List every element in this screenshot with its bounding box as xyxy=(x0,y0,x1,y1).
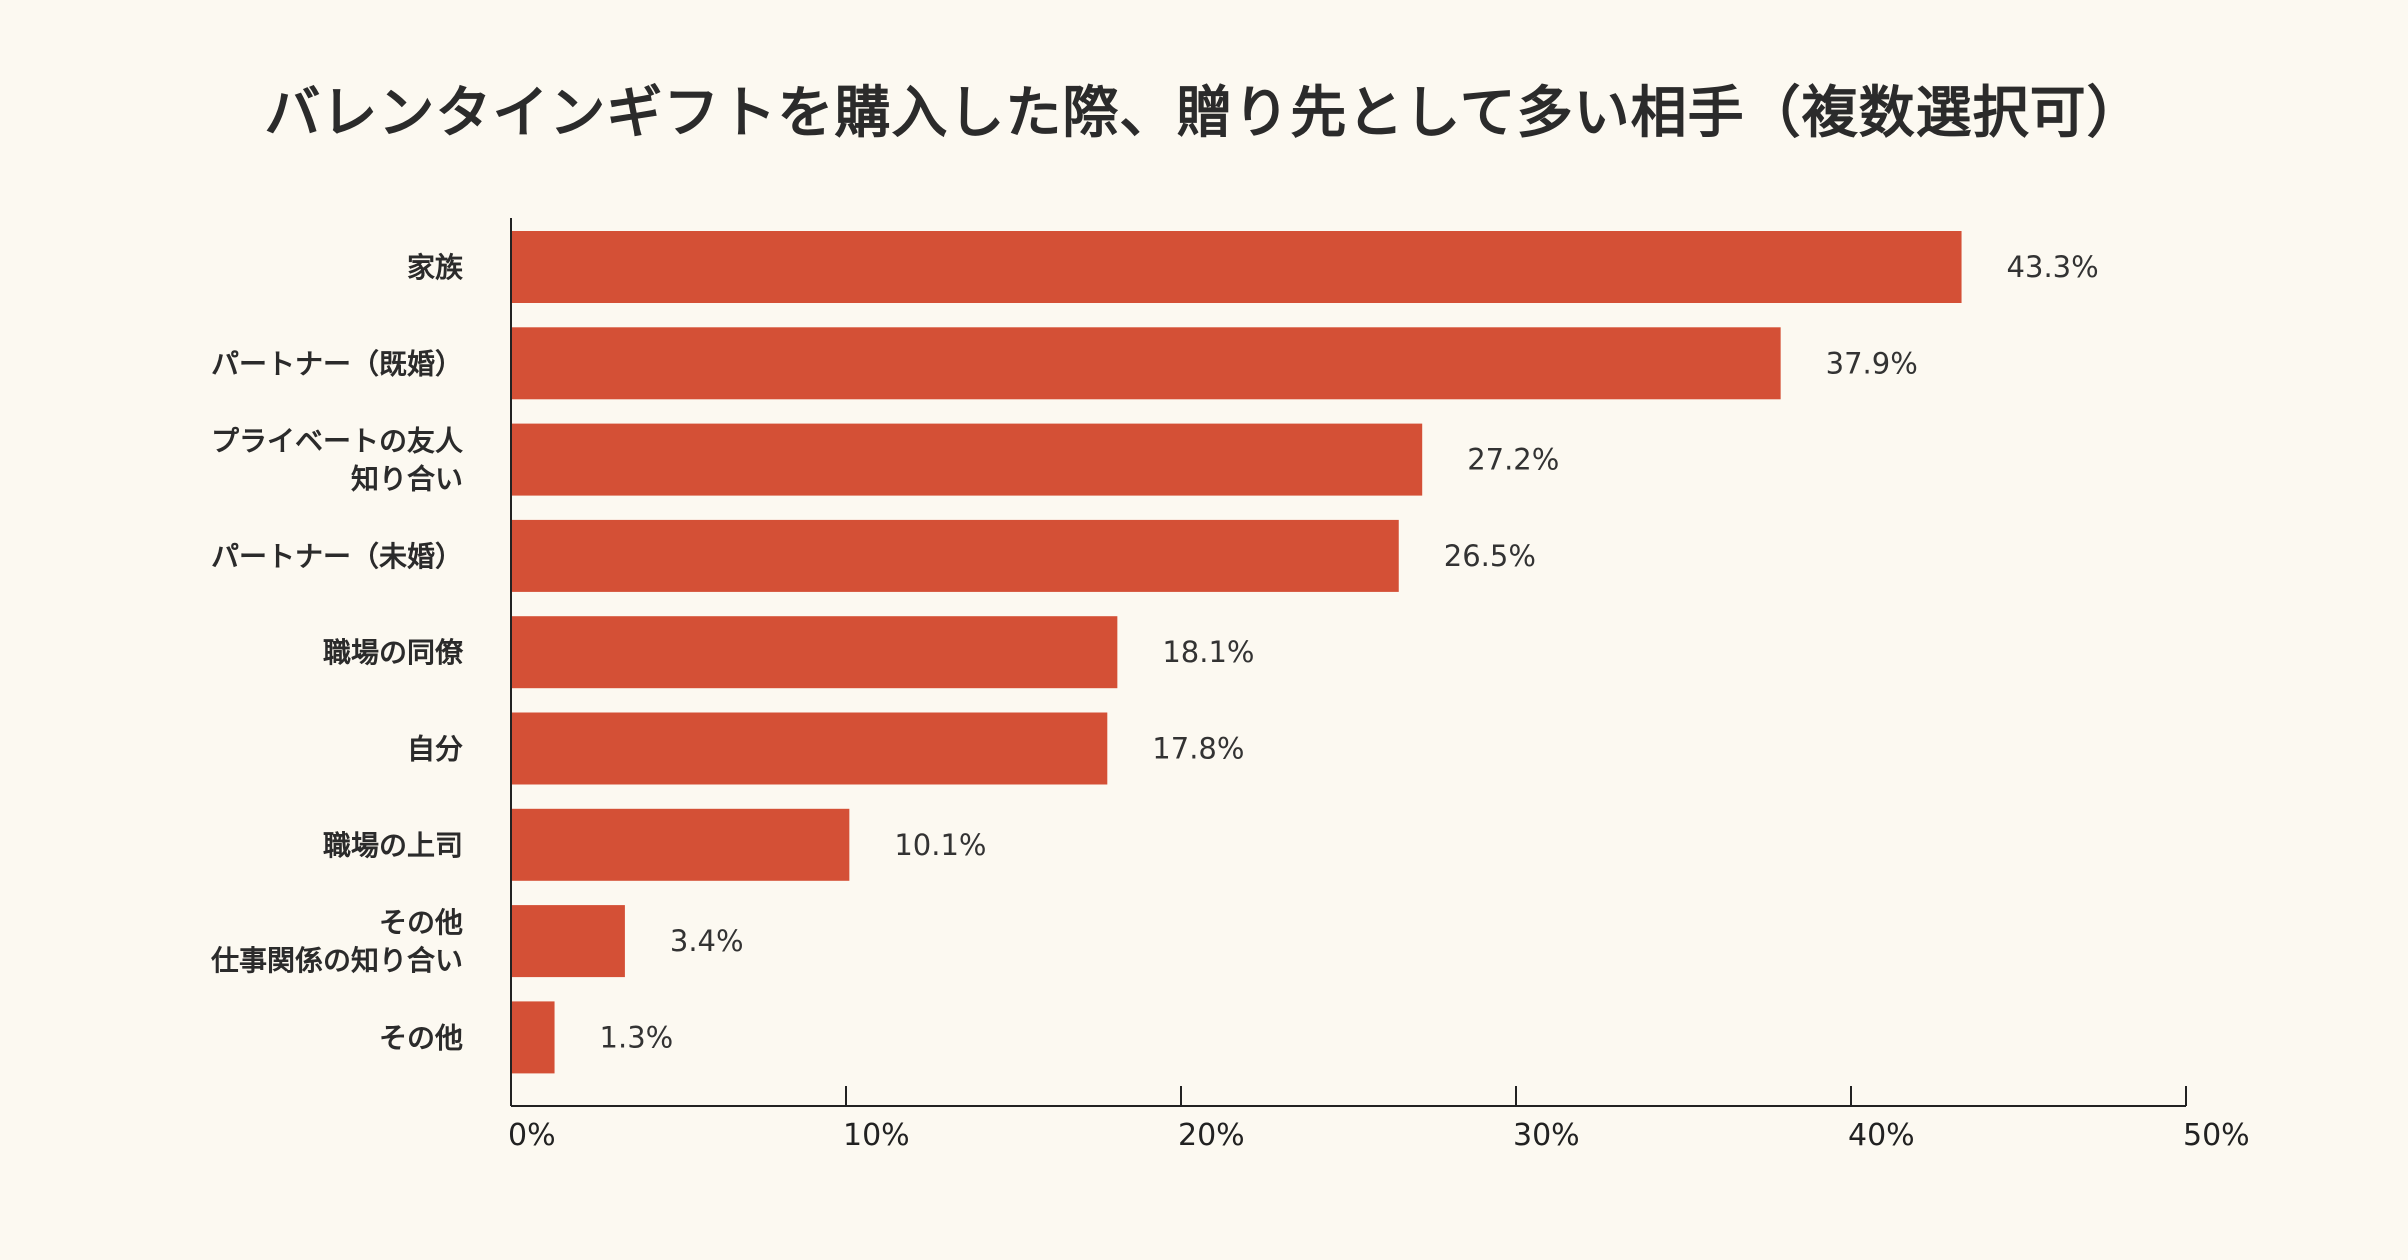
bars-layer xyxy=(511,231,1962,1074)
bar xyxy=(511,616,1118,689)
data-label: 26.5% xyxy=(1444,539,1536,573)
bar xyxy=(511,519,1399,592)
x-tick-label: 10% xyxy=(843,1118,910,1153)
category-label: その他 xyxy=(379,1021,463,1054)
bar xyxy=(511,231,1962,303)
data-label: 27.2% xyxy=(1467,443,1559,477)
data-label: 18.1% xyxy=(1162,635,1254,669)
category-label: 家族 xyxy=(407,251,464,284)
bar xyxy=(511,808,850,881)
bar xyxy=(511,712,1108,785)
category-label: パートナー（未婚） xyxy=(211,540,463,573)
category-label: 職場の同僚 xyxy=(323,636,464,669)
x-tick-label: 40% xyxy=(1848,1118,1915,1153)
data-label: 17.8% xyxy=(1152,732,1244,766)
category-label: パートナー（既婚） xyxy=(211,347,463,380)
category-label: 自分 xyxy=(407,733,463,766)
data-label: 43.3% xyxy=(2007,250,2099,284)
x-tick-label: 0% xyxy=(508,1118,556,1153)
bar xyxy=(511,1001,555,1074)
bar xyxy=(511,327,1781,400)
category-label: 知り合い xyxy=(351,463,463,496)
x-tick-label: 30% xyxy=(1513,1118,1580,1153)
data-label: 1.3% xyxy=(600,1020,674,1054)
category-label: 職場の上司 xyxy=(323,829,463,862)
data-label: 37.9% xyxy=(1826,346,1918,380)
data-label: 3.4% xyxy=(670,924,744,958)
data-label: 10.1% xyxy=(894,828,986,862)
x-axis: 0% 10% 20% 30% 40% 50% xyxy=(508,218,2250,1153)
bar xyxy=(511,423,1423,496)
category-label: その他 xyxy=(379,906,463,939)
chart-title: バレンタインギフトを購入した際、贈り先として多い相手（複数選択可） xyxy=(264,81,2144,146)
x-tick-label: 50% xyxy=(2183,1118,2250,1153)
x-tick-label: 20% xyxy=(1178,1118,1245,1153)
category-label: プライベートの友人 xyxy=(211,425,463,458)
bar xyxy=(511,905,625,978)
category-label: 仕事関係の知り合い xyxy=(210,944,463,977)
